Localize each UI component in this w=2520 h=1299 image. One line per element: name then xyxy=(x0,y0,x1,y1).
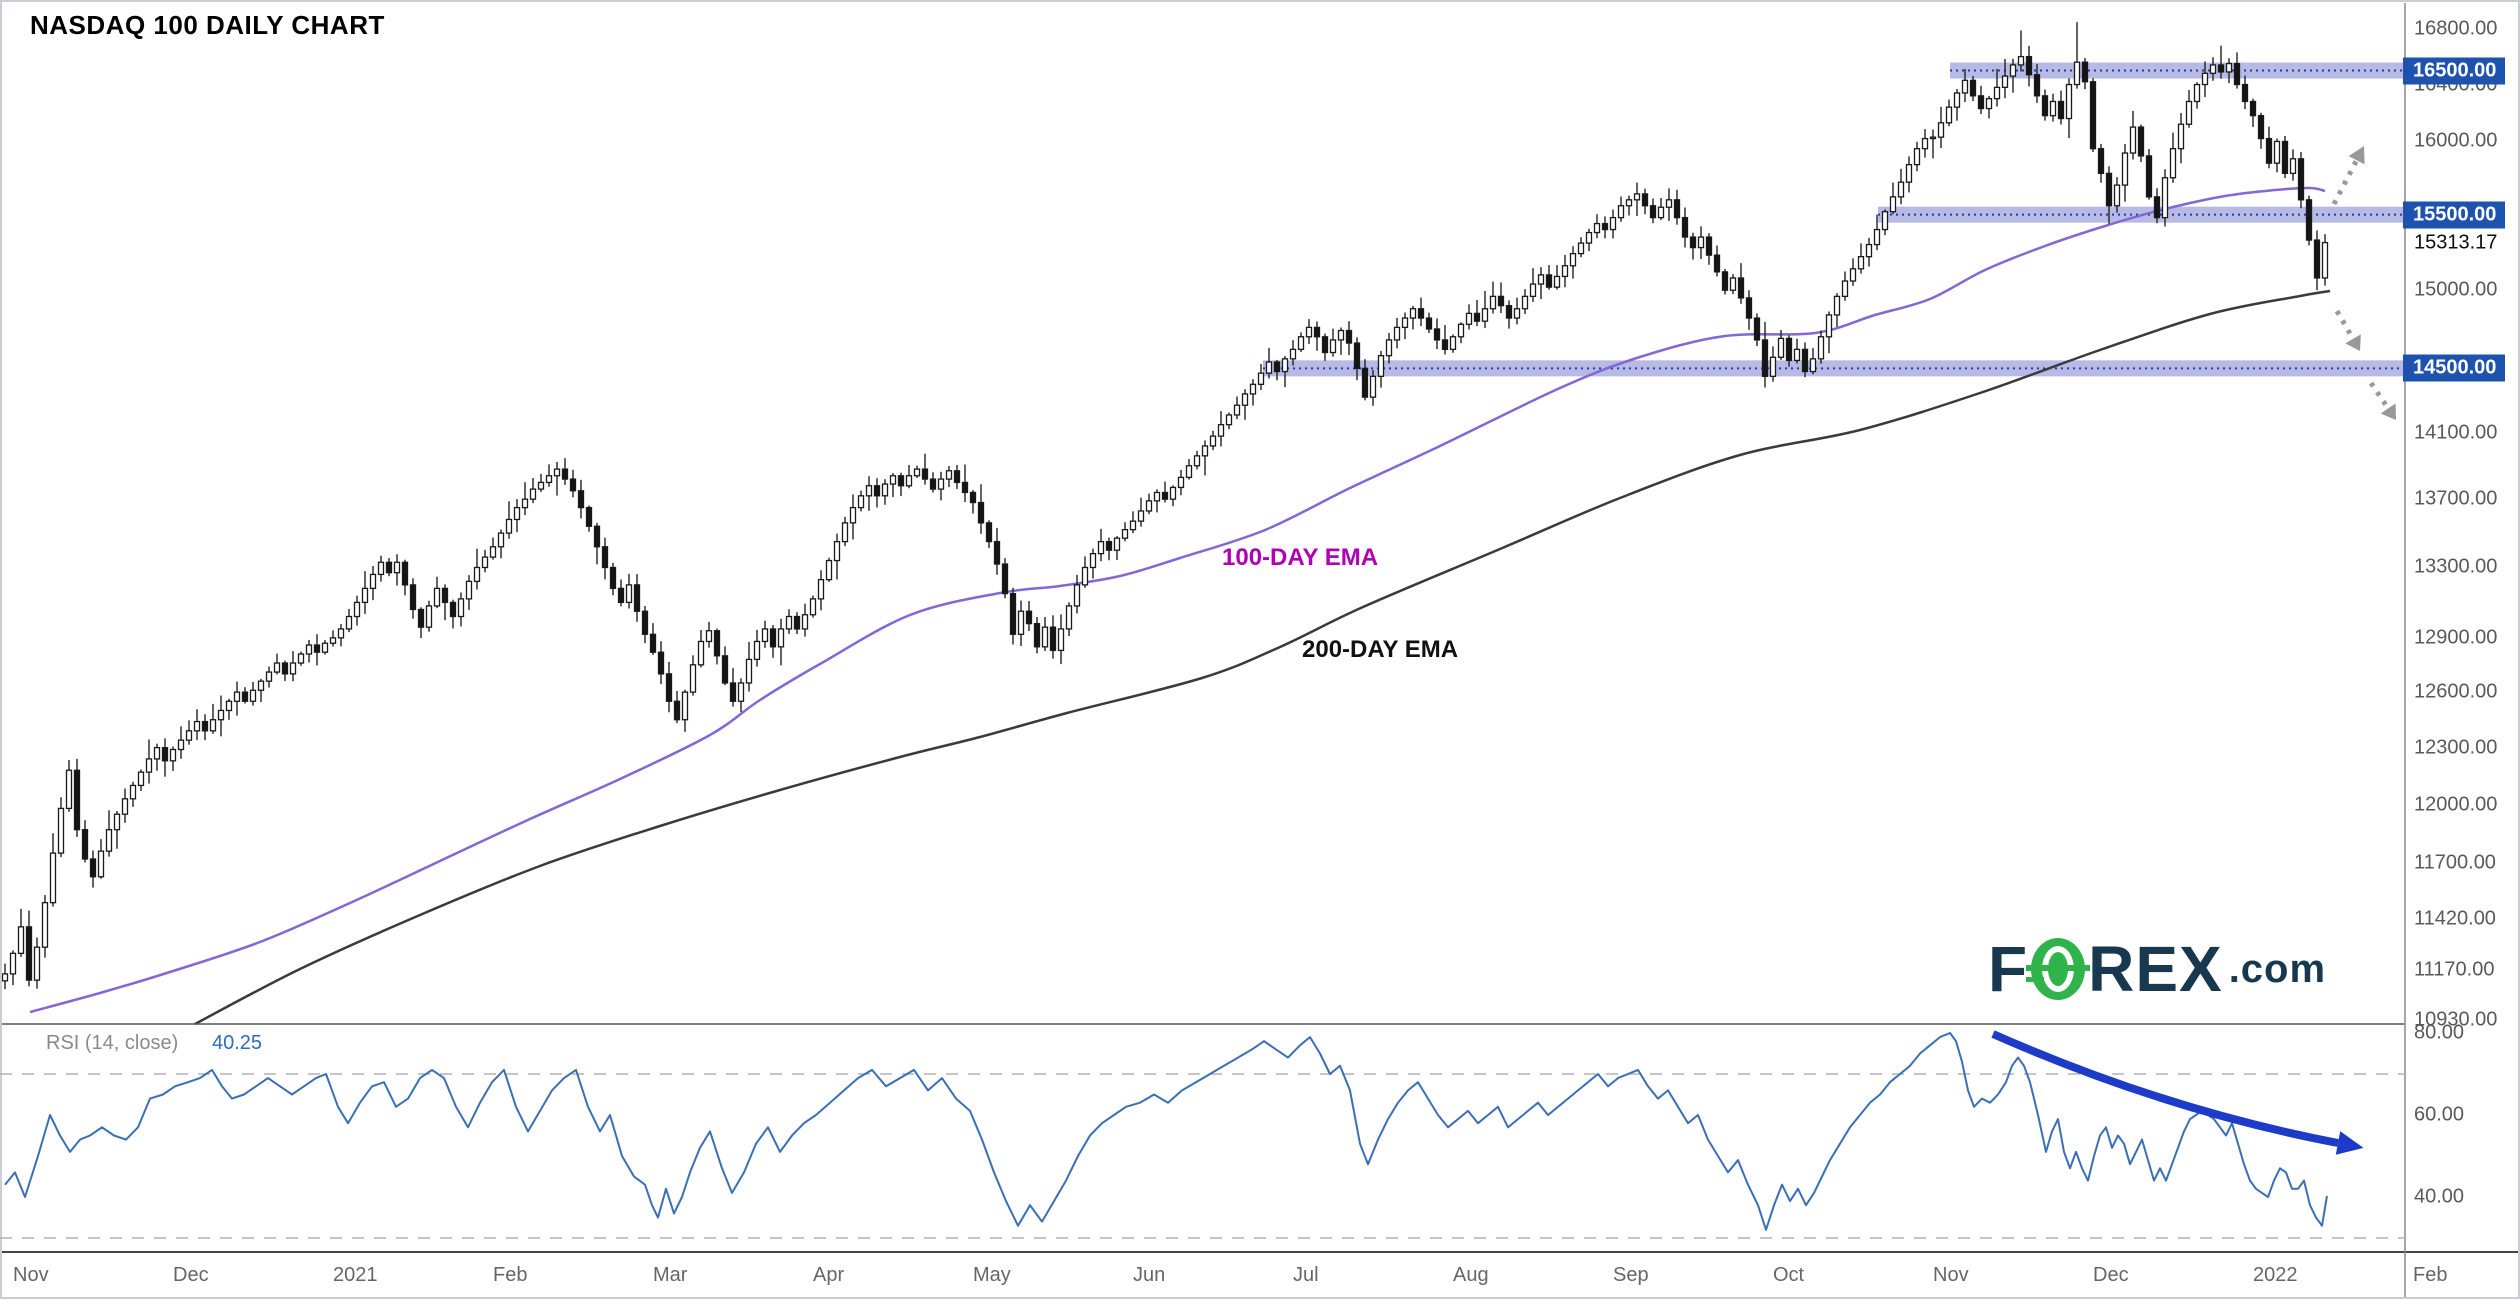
price-tick-label: 12900.00 xyxy=(2414,626,2498,649)
month-label: Dec xyxy=(173,1264,209,1286)
month-label: 2021 xyxy=(333,1264,378,1286)
month-label: Mar xyxy=(653,1264,688,1286)
price-level-badge: 15500.00 xyxy=(2403,201,2505,229)
projection-arrow xyxy=(2331,159,2359,206)
zone-band xyxy=(1950,62,2405,79)
ema200-label: 200-DAY EMA xyxy=(1302,636,1459,663)
month-label: Jun xyxy=(1133,1264,1166,1286)
projection-arrowhead xyxy=(2348,146,2365,165)
logo-text-rex: REX xyxy=(2088,933,2223,1005)
projection-arrow xyxy=(2368,381,2391,410)
projection-arrow xyxy=(2334,309,2356,341)
month-label: Dec xyxy=(2093,1264,2129,1286)
month-label: Sep xyxy=(1613,1264,1649,1286)
rsi-indicator-value: 40.25 xyxy=(212,1032,263,1054)
ema100-label: 100-DAY EMA xyxy=(1222,544,1379,571)
month-label: Feb xyxy=(493,1264,528,1286)
rsi-line xyxy=(4,1032,2328,1231)
ema200-line xyxy=(194,289,2331,1026)
price-tick-label: 11170.00 xyxy=(2414,958,2495,981)
month-label: May xyxy=(973,1264,1011,1286)
price-tick-label: 14100.00 xyxy=(2414,421,2498,444)
rsi-tick-label: 40.00 xyxy=(2414,1185,2465,1208)
price-tick-label: 11700.00 xyxy=(2414,851,2496,874)
month-label: Oct xyxy=(1773,1264,1805,1286)
month-label: Nov xyxy=(1933,1264,1969,1286)
rsi-tick-label: 80.00 xyxy=(2414,1021,2465,1044)
rsi-trend-arrow xyxy=(1991,1030,2339,1147)
rsi-trend-arrowhead xyxy=(2335,1131,2364,1155)
month-label: 2022 xyxy=(2253,1264,2298,1286)
rsi-indicator-label: RSI (14, close) xyxy=(46,1032,179,1054)
price-tick-label: 13300.00 xyxy=(2414,555,2498,578)
month-label: Aug xyxy=(1453,1264,1489,1286)
logo-text-f: F xyxy=(1988,933,2029,1005)
candlesticks xyxy=(1,22,2329,990)
price-tick-label: 11420.00 xyxy=(2414,907,2496,930)
price-tick-label: 15000.00 xyxy=(2414,278,2498,301)
logo-text-dotcom: .com xyxy=(2228,946,2327,991)
logo-coin-icon xyxy=(2026,938,2091,1000)
rsi-tick-label: 60.00 xyxy=(2414,1103,2465,1126)
price-tick-label: 16800.00 xyxy=(2414,17,2498,40)
price-level-badge: 14500.00 xyxy=(2403,354,2505,382)
price-tick-label: 16000.00 xyxy=(2414,129,2498,152)
month-label: Feb xyxy=(2413,1264,2448,1286)
price-tick-label: 12600.00 xyxy=(2414,680,2498,703)
price-tick-label: 12300.00 xyxy=(2414,736,2498,759)
page-title: NASDAQ 100 DAILY CHART xyxy=(30,10,385,40)
forex-logo: F REX .com xyxy=(1988,932,2326,1006)
price-tick-label: 15313.17 xyxy=(2414,231,2498,254)
price-level-badge: 16500.00 xyxy=(2403,57,2505,85)
projection-arrowhead xyxy=(2345,334,2361,351)
month-label: Nov xyxy=(13,1264,49,1286)
price-tick-label: 10930.00 xyxy=(2414,1008,2498,1031)
projection-arrowhead xyxy=(2380,403,2396,420)
ema100-line xyxy=(29,186,2326,1014)
price-tick-label: 13700.00 xyxy=(2414,487,2498,510)
price-tick-label: 12000.00 xyxy=(2414,793,2498,816)
month-label: Apr xyxy=(813,1264,845,1286)
month-label: Jul xyxy=(1293,1264,1319,1286)
